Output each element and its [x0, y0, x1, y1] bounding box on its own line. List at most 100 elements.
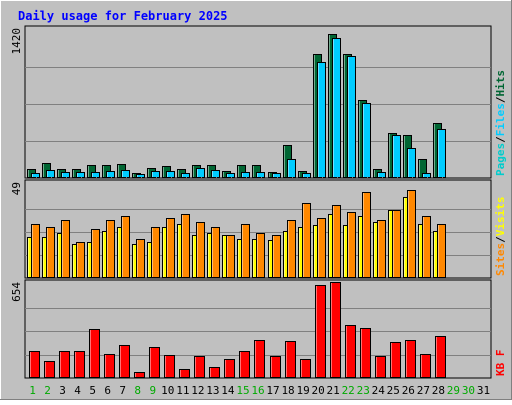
legend-separator: /	[494, 96, 507, 103]
legend-entry: Visits	[494, 197, 507, 237]
x-label-day-26: 26	[402, 384, 415, 397]
x-label-day-17: 17	[266, 384, 279, 397]
bar-kb-f-day-27	[420, 354, 431, 378]
bar-visits-day-1	[31, 224, 40, 278]
legend-hits-files-pages: Pages/Files/Hits	[494, 70, 507, 176]
bar-kb-f-day-10	[164, 355, 175, 378]
bar-files-day-27	[422, 173, 431, 178]
bar-files-day-11	[181, 173, 190, 178]
bar-kb-f-day-4	[74, 351, 85, 378]
x-label-day-11: 11	[176, 384, 189, 397]
bar-visits-day-21	[332, 205, 341, 278]
x-label-day-31: 31	[477, 384, 490, 397]
bar-files-day-14	[226, 173, 235, 178]
x-label-day-23: 23	[357, 384, 370, 397]
bar-visits-day-16	[256, 233, 265, 278]
x-label-day-30: 30	[462, 384, 475, 397]
bar-visits-day-24	[377, 220, 386, 278]
bar-visits-day-19	[302, 203, 311, 278]
bar-visits-day-8	[136, 239, 145, 278]
bar-files-day-17	[272, 173, 281, 178]
bar-kb-f-day-8	[134, 372, 145, 378]
bar-visits-day-26	[407, 190, 416, 278]
bar-kb-f-day-14	[224, 359, 235, 378]
bar-kb-f-day-18	[285, 341, 296, 378]
bar-kb-f-day-5	[89, 329, 100, 378]
legend-entry: Sites	[494, 243, 507, 276]
x-label-day-13: 13	[206, 384, 219, 397]
x-label-day-24: 24	[372, 384, 386, 397]
bar-files-day-1	[31, 173, 40, 178]
bar-kb-f-day-15	[239, 351, 250, 378]
legend-entry: KB F	[494, 350, 507, 377]
bar-visits-day-13	[211, 227, 220, 278]
bar-kb-f-day-1	[29, 351, 40, 378]
bar-kb-f-day-28	[435, 336, 446, 378]
legend-separator: /	[494, 136, 507, 143]
x-label-day-19: 19	[296, 384, 309, 397]
bar-files-day-19	[302, 173, 311, 178]
bar-files-day-24	[377, 172, 386, 178]
bar-kb-f-day-26	[405, 340, 416, 378]
legend-entry: Hits	[494, 70, 507, 97]
bar-files-day-16	[256, 172, 265, 178]
y-max-label: 1420	[10, 28, 23, 55]
x-label-day-2: 2	[44, 384, 51, 397]
bar-visits-day-4	[76, 242, 85, 278]
panel-sites-visits: 49 Sites/Visits	[10, 179, 507, 279]
bar-files-day-5	[91, 172, 100, 178]
x-label-day-9: 9	[149, 384, 156, 397]
bar-visits-day-22	[347, 212, 356, 278]
bar-kb-f-day-13	[209, 367, 220, 378]
x-label-day-21: 21	[327, 384, 340, 397]
bar-visits-day-10	[166, 218, 175, 278]
bar-kb-f-day-25	[390, 342, 401, 378]
bar-kb-f-day-24	[375, 356, 386, 378]
bar-kb-f-day-11	[179, 369, 190, 378]
x-label-day-20: 20	[312, 384, 325, 397]
bar-visits-day-27	[422, 216, 431, 278]
x-label-day-5: 5	[89, 384, 96, 397]
x-label-day-4: 4	[74, 384, 81, 397]
bar-visits-day-7	[121, 216, 130, 278]
bar-kb-f-day-16	[254, 340, 265, 378]
bar-kb-f-day-3	[59, 351, 70, 378]
bar-files-day-2	[46, 170, 55, 178]
bar-kb-f-day-2	[44, 361, 55, 378]
panel-hits-files-pages: 1420 Pages/Files/Hits	[10, 25, 507, 179]
bar-files-day-6	[106, 171, 115, 178]
legend-entry: Files	[494, 103, 507, 136]
bar-files-day-12	[196, 168, 205, 178]
bar-files-day-15	[241, 172, 250, 178]
bar-files-day-23	[362, 103, 371, 178]
x-label-day-12: 12	[191, 384, 204, 397]
bar-visits-day-11	[181, 214, 190, 278]
legend-kbytes: KB F	[494, 350, 507, 377]
bar-visits-day-12	[196, 222, 205, 278]
bar-files-day-9	[151, 171, 160, 178]
bar-files-day-28	[437, 129, 446, 178]
bar-files-day-13	[211, 170, 220, 178]
bar-visits-day-14	[226, 235, 235, 278]
bar-files-day-25	[392, 135, 401, 178]
bar-files-day-20	[317, 62, 326, 178]
bar-kb-f-day-22	[345, 325, 356, 378]
bar-visits-day-18	[287, 220, 296, 278]
bar-files-day-21	[332, 38, 341, 178]
bar-visits-day-3	[61, 220, 70, 278]
x-label-day-10: 10	[161, 384, 174, 397]
bar-visits-day-28	[437, 224, 446, 278]
bar-kb-f-day-7	[119, 345, 130, 378]
bar-visits-day-25	[392, 210, 401, 278]
bar-kb-f-day-6	[104, 354, 115, 378]
x-label-day-29: 29	[447, 384, 460, 397]
x-label-day-22: 22	[342, 384, 355, 397]
bar-files-day-7	[121, 170, 130, 178]
x-label-day-8: 8	[134, 384, 141, 397]
bar-files-day-3	[61, 172, 70, 178]
bar-visits-day-5	[91, 229, 100, 278]
bar-kb-f-day-20	[315, 285, 326, 378]
x-label-day-1: 1	[29, 384, 36, 397]
bar-visits-day-6	[106, 220, 115, 278]
